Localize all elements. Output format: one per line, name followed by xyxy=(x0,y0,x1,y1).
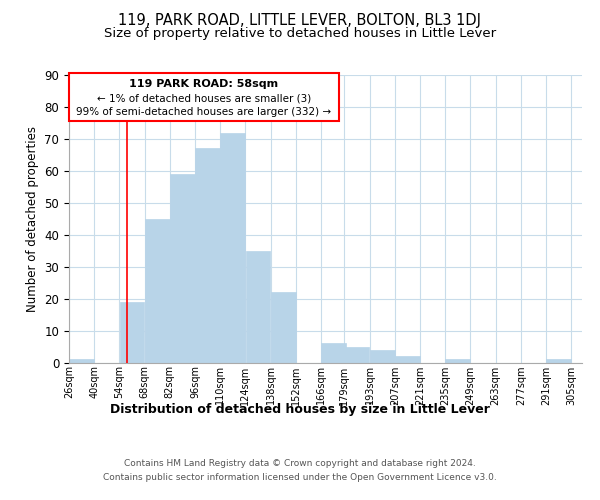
Bar xyxy=(119,302,145,362)
Text: ← 1% of detached houses are smaller (3): ← 1% of detached houses are smaller (3) xyxy=(97,93,311,103)
Text: Size of property relative to detached houses in Little Lever: Size of property relative to detached ho… xyxy=(104,28,496,40)
Bar xyxy=(321,344,346,362)
Bar xyxy=(370,350,395,362)
Bar xyxy=(445,360,470,362)
Bar xyxy=(271,292,296,362)
Bar xyxy=(170,174,195,362)
Bar xyxy=(195,148,220,362)
Bar xyxy=(344,346,370,362)
Text: Contains HM Land Registry data © Crown copyright and database right 2024.: Contains HM Land Registry data © Crown c… xyxy=(124,459,476,468)
Text: Contains public sector information licensed under the Open Government Licence v3: Contains public sector information licen… xyxy=(103,472,497,482)
Text: 99% of semi-detached houses are larger (332) →: 99% of semi-detached houses are larger (… xyxy=(76,107,332,117)
Bar xyxy=(69,360,94,362)
Bar xyxy=(220,132,245,362)
Bar xyxy=(395,356,420,362)
Bar xyxy=(145,219,170,362)
Y-axis label: Number of detached properties: Number of detached properties xyxy=(26,126,39,312)
Bar xyxy=(245,250,271,362)
Text: 119 PARK ROAD: 58sqm: 119 PARK ROAD: 58sqm xyxy=(130,79,278,89)
FancyBboxPatch shape xyxy=(69,74,339,122)
Bar xyxy=(546,360,571,362)
Text: Distribution of detached houses by size in Little Lever: Distribution of detached houses by size … xyxy=(110,402,490,415)
Text: 119, PARK ROAD, LITTLE LEVER, BOLTON, BL3 1DJ: 119, PARK ROAD, LITTLE LEVER, BOLTON, BL… xyxy=(119,12,482,28)
